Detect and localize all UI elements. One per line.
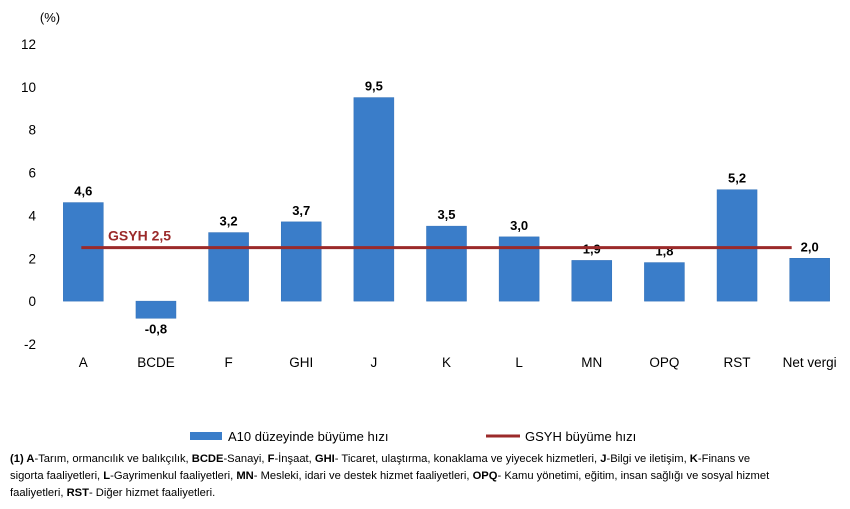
footnote-line: (1) A-Tarım, ormancılık ve balıkçılık, B… xyxy=(10,451,842,468)
bar xyxy=(789,258,830,302)
footnote-text: MN xyxy=(236,470,254,482)
footnote-text: faaliyetleri, xyxy=(10,487,67,499)
bar-value-label: 3,7 xyxy=(292,203,310,218)
bar xyxy=(135,300,177,319)
footnote-text: - Ticaret, ulaştırma, konaklama ve yiyec… xyxy=(334,453,601,465)
gsyh-line-label: GSYH 2,5 xyxy=(108,228,171,244)
y-tick-label: 0 xyxy=(28,294,36,309)
bar xyxy=(208,232,249,302)
footnote-text: -Finans ve xyxy=(697,453,751,465)
footnote-text: -Tarım, ormancılık ve balıkçılık, xyxy=(34,453,192,465)
bar xyxy=(644,262,685,302)
footnote-text: -İnşaat, xyxy=(274,453,315,465)
footnote: (1) A-Tarım, ormancılık ve balıkçılık, B… xyxy=(10,451,842,502)
bar-value-label: 3,2 xyxy=(220,214,238,229)
legend: A10 düzeyinde büyüme hızı GSYH büyüme hız… xyxy=(190,429,636,444)
bar-value-label: 3,5 xyxy=(437,207,455,222)
x-tick-label: K xyxy=(442,355,451,370)
footnote-text: L xyxy=(103,470,111,482)
x-tick-label: Net vergi xyxy=(783,355,837,370)
bar xyxy=(63,202,104,302)
footnote-text: - Diğer hizmet faaliyetleri. xyxy=(88,487,216,499)
footnote-text: BCDE xyxy=(191,453,224,465)
y-tick-label: 6 xyxy=(28,166,36,181)
x-tick-label: BCDE xyxy=(137,355,175,370)
y-tick-label: 8 xyxy=(28,123,36,138)
y-tick-label: 12 xyxy=(21,37,36,52)
x-tick-label: F xyxy=(224,355,232,370)
bar-value-label: -0,8 xyxy=(145,321,167,336)
y-axis: (%) 12 10 8 6 4 2 0 -2 xyxy=(21,10,60,352)
footnote-line: sigorta faaliyetleri, L-Gayrimenkul faal… xyxy=(10,468,842,485)
footnote-text: GHI xyxy=(314,453,335,465)
footnote-text: K xyxy=(689,453,698,465)
y-tick-label: 10 xyxy=(21,80,36,95)
x-tick-label: OPQ xyxy=(649,355,679,370)
footnote-text: sigorta faaliyetleri, xyxy=(10,470,104,482)
footnote-line: faaliyetleri, RST- Diğer hizmet faaliyet… xyxy=(10,485,842,502)
x-tick-label: A xyxy=(79,355,88,370)
bar-value-label: 4,6 xyxy=(74,184,92,199)
bar-chart: (%) 12 10 8 6 4 2 0 -2 A BCDE F GHI J K L MN OPQ RST Net v… xyxy=(21,10,837,444)
footnote-text: - Mesleki, idari ve destek hizmet faaliy… xyxy=(253,470,473,482)
footnote-text: - Kamu yönetimi, eğitim, insan sağlığı v… xyxy=(497,470,770,482)
legend-bar-swatch xyxy=(190,432,222,440)
x-tick-label: L xyxy=(515,355,523,370)
y-unit-label: (%) xyxy=(40,10,60,25)
gsyh-line: GSYH 2,5 xyxy=(81,228,792,250)
footnote-text: RST xyxy=(66,487,89,499)
footnote-text: -Bilgi ve iletişim, xyxy=(606,453,690,465)
footnote-text: (1) xyxy=(10,453,27,465)
y-tick-label: 2 xyxy=(28,251,36,266)
bar-value-label: 3,0 xyxy=(510,218,528,233)
bar xyxy=(353,97,395,302)
footnote-text: A xyxy=(26,453,35,465)
footnote-text: -Gayrimenkul faaliyetleri, xyxy=(110,470,237,482)
footnote-text: -Sanayi, xyxy=(223,453,268,465)
bar-series xyxy=(63,97,830,319)
bar xyxy=(426,225,467,302)
footnote-text: OPQ xyxy=(472,470,498,482)
x-tick-label: RST xyxy=(724,355,751,370)
y-tick-label: -2 xyxy=(24,337,36,352)
footnote-text: J xyxy=(600,453,607,465)
footnote-text: F xyxy=(267,453,275,465)
bar-value-label: 9,5 xyxy=(365,79,383,94)
x-tick-label: GHI xyxy=(289,355,313,370)
bar xyxy=(716,189,758,302)
x-axis: A BCDE F GHI J K L MN OPQ RST Net vergi xyxy=(79,355,837,370)
bar-value-label: 2,0 xyxy=(801,239,819,254)
bar-value-label: 1,8 xyxy=(655,244,673,259)
legend-line-label: GSYH büyüme hızı xyxy=(525,429,636,444)
legend-bar-label: A10 düzeyinde büyüme hızı xyxy=(228,429,388,444)
bar xyxy=(571,260,613,302)
bar-value-label: 5,2 xyxy=(728,171,746,186)
bar xyxy=(280,221,322,302)
y-tick-label: 4 xyxy=(28,208,36,223)
x-tick-label: MN xyxy=(581,355,602,370)
x-tick-label: J xyxy=(370,355,377,370)
